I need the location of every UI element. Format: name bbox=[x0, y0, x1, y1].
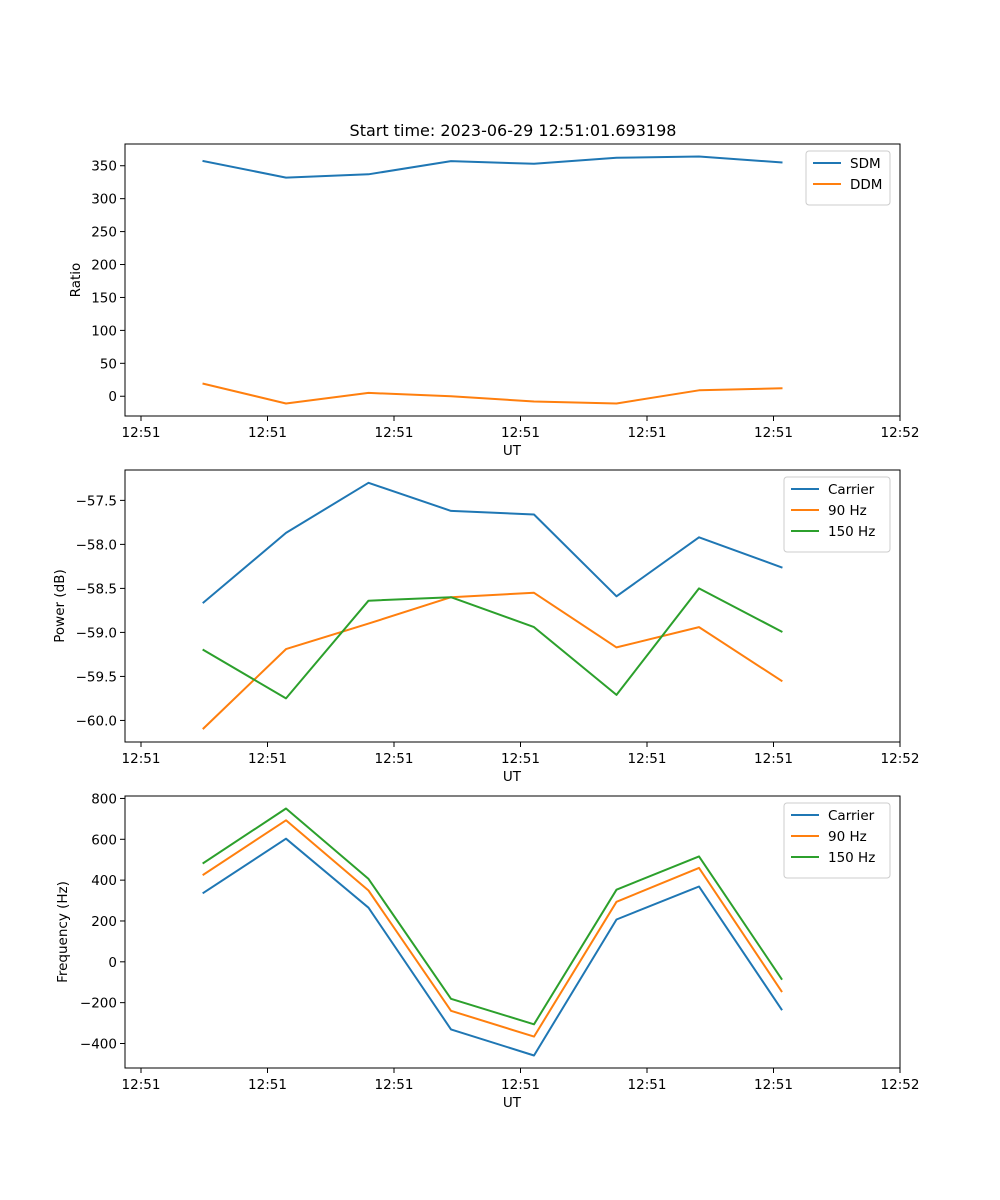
legend-label: Carrier bbox=[828, 808, 875, 824]
chart-panel-1: 12:51 12:51 12:51 12:51 12:51 12:51 12:52 0 50 10… bbox=[68, 143, 920, 459]
y-tick-label: 400 bbox=[91, 873, 117, 889]
legend-label: 90 Hz bbox=[828, 829, 867, 845]
x-tick-label: 12:51 bbox=[375, 751, 414, 767]
y-tick-label: −59.0 bbox=[76, 625, 117, 641]
series-line-3-2 bbox=[202, 819, 783, 1038]
x-tick-label: 12:51 bbox=[248, 425, 287, 441]
x-tick-label: 12:51 bbox=[754, 751, 793, 767]
x-tick-label: 12:52 bbox=[881, 751, 920, 767]
legend: SDM DDM bbox=[805, 150, 891, 206]
y-tick-label: 100 bbox=[91, 323, 117, 339]
legend-label: Carrier bbox=[828, 482, 875, 498]
x-tick-label: 12:51 bbox=[122, 425, 161, 441]
x-tick-label: 12:51 bbox=[501, 751, 540, 767]
chart-panel-3: 12:51 12:51 12:51 12:51 12:51 12:51 12:52 −400 −… bbox=[55, 791, 919, 1111]
y-tick-label: 0 bbox=[108, 389, 117, 405]
series-line-2-1 bbox=[202, 481, 783, 604]
y-tick-label: −60.0 bbox=[76, 713, 117, 729]
y-tick-label: −58.5 bbox=[76, 581, 117, 597]
axes-frame bbox=[124, 469, 901, 743]
y-tick-label: −400 bbox=[80, 1036, 117, 1052]
x-tick-label: 12:51 bbox=[375, 425, 414, 441]
y-tick-label: 300 bbox=[91, 192, 117, 208]
x-tick-label: 12:51 bbox=[248, 751, 287, 767]
legend-label: 150 Hz bbox=[828, 850, 875, 866]
series-line-1-2 bbox=[202, 382, 783, 405]
legend-label: 150 Hz bbox=[828, 524, 875, 540]
x-axis-label: UT bbox=[503, 769, 522, 785]
chart-panel-2: 12:51 12:51 12:51 12:51 12:51 12:51 12:52 −60.0… bbox=[52, 469, 920, 785]
legend-label: 90 Hz bbox=[828, 503, 867, 519]
legend: Carrier 90 Hz 150 Hz bbox=[783, 476, 891, 553]
series-line-3-1 bbox=[202, 837, 783, 1057]
legend-box bbox=[805, 150, 891, 206]
y-tick-label: 50 bbox=[100, 356, 117, 372]
y-tick-label: 200 bbox=[91, 914, 117, 930]
y-tick-label: 250 bbox=[91, 225, 117, 241]
x-tick-label: 12:52 bbox=[881, 1077, 920, 1093]
x-tick-label: 12:51 bbox=[122, 751, 161, 767]
x-axis-label: UT bbox=[503, 443, 522, 459]
series-line-3-3 bbox=[202, 807, 783, 1026]
y-tick-label: −59.5 bbox=[76, 669, 117, 685]
y-axis-label: Frequency (Hz) bbox=[55, 881, 71, 983]
y-axis-label: Ratio bbox=[68, 263, 84, 298]
x-tick-label: 12:51 bbox=[501, 425, 540, 441]
axes-frame bbox=[124, 143, 901, 417]
y-axis-label: Power (dB) bbox=[52, 569, 68, 642]
y-tick-label: 600 bbox=[91, 832, 117, 848]
legend: Carrier 90 Hz 150 Hz bbox=[783, 802, 891, 879]
x-tick-label: 12:51 bbox=[375, 1077, 414, 1093]
x-tick-label: 12:51 bbox=[501, 1077, 540, 1093]
axes-frame bbox=[124, 795, 901, 1069]
y-tick-label: 200 bbox=[91, 258, 117, 274]
figure-title: Start time: 2023-06-29 12:51:01.693198 bbox=[350, 121, 677, 140]
x-tick-label: 12:51 bbox=[628, 751, 667, 767]
x-tick-label: 12:51 bbox=[628, 1077, 667, 1093]
x-tick-label: 12:51 bbox=[122, 1077, 161, 1093]
x-tick-label: 12:52 bbox=[881, 425, 920, 441]
series-line-2-2 bbox=[202, 591, 783, 730]
x-axis-label: UT bbox=[503, 1095, 522, 1111]
legend-label: DDM bbox=[850, 177, 882, 193]
y-tick-label: 0 bbox=[108, 955, 117, 971]
y-tick-label: 800 bbox=[91, 791, 117, 807]
legend-box bbox=[783, 802, 891, 879]
y-tick-label: −200 bbox=[80, 996, 117, 1012]
series-line-1-1 bbox=[202, 155, 783, 179]
legend-label: SDM bbox=[850, 156, 881, 172]
x-tick-label: 12:51 bbox=[754, 425, 793, 441]
x-tick-label: 12:51 bbox=[628, 425, 667, 441]
x-tick-label: 12:51 bbox=[248, 1077, 287, 1093]
y-tick-label: −57.5 bbox=[76, 493, 117, 509]
panels: 12:51 12:51 12:51 12:51 12:51 12:51 12:52 0 50 10… bbox=[52, 143, 920, 1111]
y-tick-label: 150 bbox=[91, 290, 117, 306]
x-tick-label: 12:51 bbox=[754, 1077, 793, 1093]
legend-box bbox=[783, 476, 891, 553]
series-line-2-3 bbox=[202, 587, 783, 700]
y-tick-label: −58.0 bbox=[76, 537, 117, 553]
y-tick-label: 350 bbox=[91, 159, 117, 175]
